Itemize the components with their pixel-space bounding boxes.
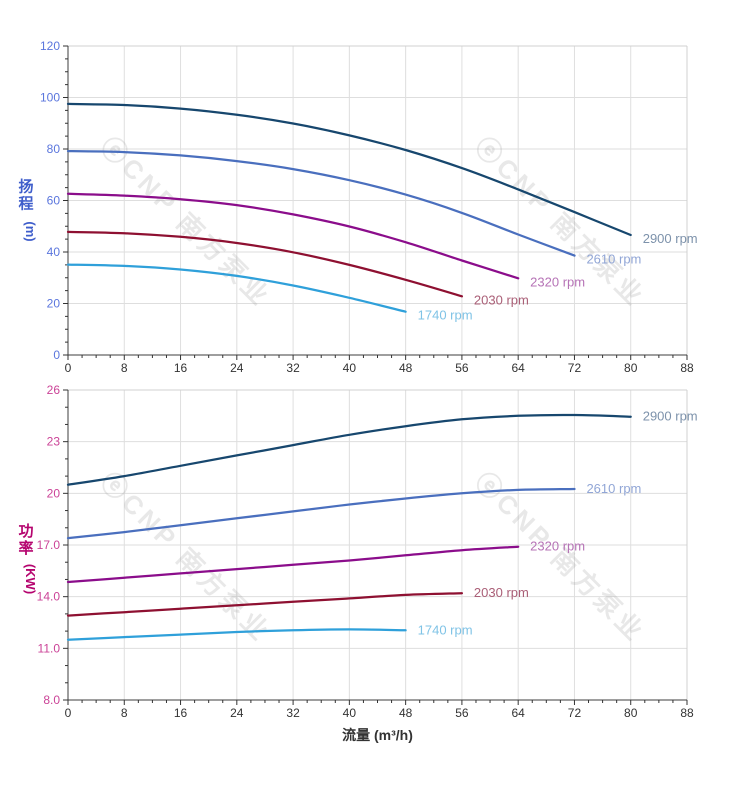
curve-2610-rpm xyxy=(66,149,576,257)
x-tick-label: 40 xyxy=(343,361,357,375)
series-label-2320-rpm: 2320 rpm xyxy=(530,539,585,554)
x-tick-label: 64 xyxy=(512,706,526,720)
curve-2900-rpm xyxy=(66,102,632,237)
curve-2900-rpm xyxy=(66,413,632,486)
x-tick-label: 32 xyxy=(286,706,300,720)
y-tick-label: 60 xyxy=(47,194,61,208)
y-axis-title-char: 率 xyxy=(18,539,33,557)
y-tick-label: 8.0 xyxy=(43,693,60,707)
x-tick-label: 64 xyxy=(512,361,526,375)
y-axis-title: 功率 (KW) xyxy=(18,523,38,594)
y-axis-unit: (m) xyxy=(23,221,38,241)
x-tick-label: 0 xyxy=(65,361,72,375)
x-tick-label: 88 xyxy=(680,361,694,375)
x-ticks xyxy=(67,355,688,360)
x-tick-label: 8 xyxy=(121,361,128,375)
x-tick-label: 80 xyxy=(624,361,638,375)
series-label-2030-rpm: 2030 rpm xyxy=(474,585,529,600)
curve-2320-rpm xyxy=(66,545,520,584)
series-label-2610-rpm: 2610 rpm xyxy=(586,481,641,496)
x-tick-label: 80 xyxy=(624,706,638,720)
x-tick-label: 56 xyxy=(455,361,469,375)
y-axis-title: 扬程 (m) xyxy=(18,178,38,242)
series-label-1740-rpm: 1740 rpm xyxy=(418,308,473,323)
series-label-2610-rpm: 2610 rpm xyxy=(586,252,641,267)
series-label-1740-rpm: 1740 rpm xyxy=(418,622,473,637)
curve-1740-rpm xyxy=(66,628,407,641)
series-label-2900-rpm: 2900 rpm xyxy=(643,409,698,424)
y-tick-label: 20 xyxy=(47,486,61,500)
curve-2320-rpm xyxy=(66,192,520,280)
y-ticks xyxy=(63,389,68,701)
curve-2610-rpm xyxy=(66,487,576,540)
y-tick-label: 26 xyxy=(47,383,61,397)
y-tick-label: 14.0 xyxy=(37,590,61,604)
x-tick-label: 72 xyxy=(568,706,582,720)
y-tick-label: 100 xyxy=(40,91,60,105)
x-tick-label: 32 xyxy=(286,361,300,375)
y-tick-label: 11.0 xyxy=(38,641,61,655)
x-tick-label: 40 xyxy=(343,706,357,720)
x-tick-label: 8 xyxy=(121,706,128,720)
series-label-2320-rpm: 2320 rpm xyxy=(530,274,585,289)
x-tick-label: 88 xyxy=(680,706,694,720)
y-tick-label: 80 xyxy=(47,142,61,156)
x-tick-label: 72 xyxy=(568,361,582,375)
x-tick-label: 16 xyxy=(174,361,188,375)
x-tick-label: 24 xyxy=(230,361,244,375)
y-axis-unit: (KW) xyxy=(23,564,38,594)
y-tick-label: 17.0 xyxy=(37,538,61,552)
series-label-2030-rpm: 2030 rpm xyxy=(474,292,529,307)
watermark: ⓔCNP 南方泵业 xyxy=(95,131,277,313)
x-tick-label: 48 xyxy=(399,361,413,375)
x-ticks xyxy=(67,700,688,705)
x-axis-title: 流量 (m³/h) xyxy=(342,727,413,743)
y-axis-title-char: 功 xyxy=(18,523,33,540)
y-tick-label: 23 xyxy=(47,435,61,449)
x-tick-label: 56 xyxy=(455,706,469,720)
x-tick-label: 16 xyxy=(174,706,188,720)
series-label-2900-rpm: 2900 rpm xyxy=(643,231,698,246)
y-axis-title-char: 程 xyxy=(18,196,33,213)
y-tick-label: 0 xyxy=(53,348,60,362)
curve-1740-rpm xyxy=(66,263,407,313)
curve-2030-rpm xyxy=(66,230,464,298)
y-axis-title-char: 扬 xyxy=(18,178,33,196)
y-ticks xyxy=(63,45,68,356)
y-tick-label: 120 xyxy=(40,39,60,53)
x-tick-label: 0 xyxy=(65,706,72,720)
x-tick-label: 48 xyxy=(399,706,413,720)
y-tick-label: 40 xyxy=(47,245,61,259)
x-tick-label: 24 xyxy=(230,706,244,720)
y-tick-label: 20 xyxy=(47,297,61,311)
curve-2030-rpm xyxy=(66,592,464,617)
